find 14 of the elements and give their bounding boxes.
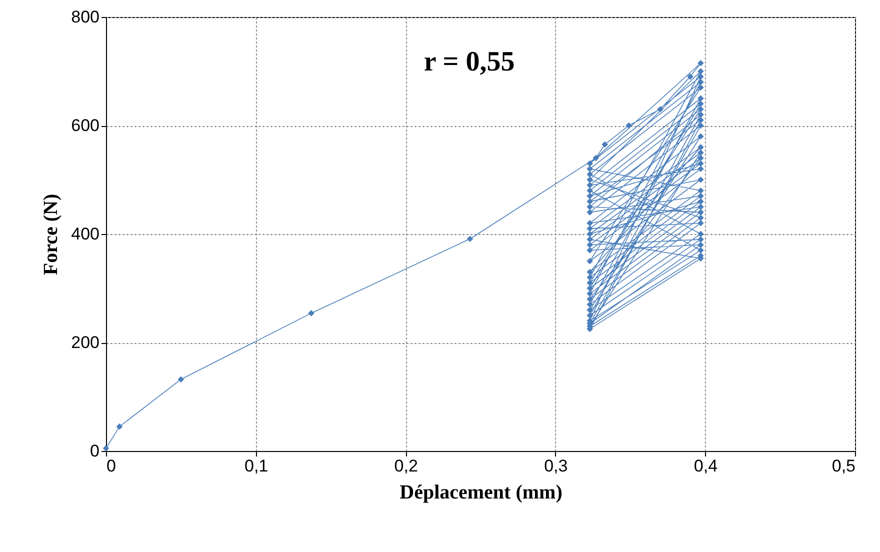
x-axis-title: Déplacement (mm) — [400, 482, 562, 504]
x-tick-label: 0 — [106, 456, 116, 476]
annotation: r = 0,55 — [424, 46, 515, 78]
y-tick-label: 200 — [71, 333, 100, 352]
x-tick-label: 0,4 — [694, 456, 718, 476]
x-tick-label: 0,3 — [544, 456, 568, 476]
y-tick-label: 600 — [71, 116, 100, 135]
x-tick-label: 0,1 — [244, 456, 268, 476]
y-tick-label: 400 — [71, 224, 100, 244]
y-tick-label: 0 — [90, 442, 100, 460]
y-axis-title: Force (N) — [40, 194, 62, 276]
x-tick-label: 0,5 — [832, 456, 856, 476]
x-tick-label: 0,2 — [394, 456, 418, 476]
y-tick-label: 800 — [71, 8, 100, 26]
